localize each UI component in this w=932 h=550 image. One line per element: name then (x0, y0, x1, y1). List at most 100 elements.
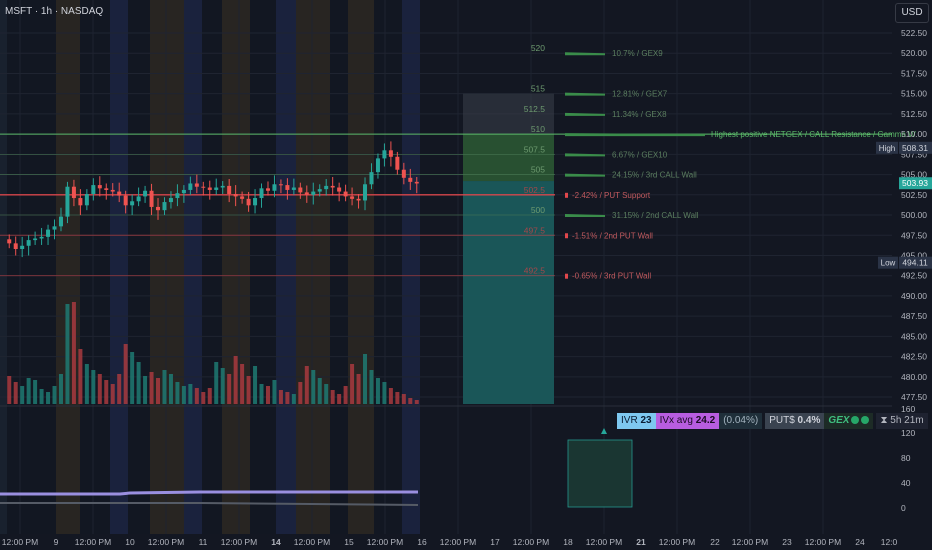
indicator-tick-label: 40 (901, 478, 911, 488)
level-price-label: 515 (531, 84, 545, 94)
time-tick-label: 22 (710, 537, 720, 547)
time-tick-label: 12:00 PM (732, 537, 768, 547)
volume-bar (414, 400, 419, 404)
session-band (348, 0, 374, 534)
candle-body (278, 184, 283, 186)
price-tick-label: 512.50 (901, 109, 927, 119)
volume-bar (130, 352, 135, 404)
volume-bar (33, 380, 38, 404)
level-label: 10.7% / GEX9 (612, 49, 663, 58)
candle-body (143, 190, 148, 197)
price-tick-label: 515.00 (901, 89, 927, 99)
price-tick-label: 487.50 (901, 311, 927, 321)
volume-bar (71, 302, 76, 404)
candle-body (13, 243, 18, 250)
candle-body (408, 177, 413, 182)
price-tick-label: 490.00 (901, 291, 927, 301)
candle-body (291, 187, 296, 190)
level-label: 12.81% / GEX7 (612, 90, 668, 99)
volume-bar (168, 374, 173, 404)
price-tick-label: 477.50 (901, 392, 927, 402)
ivr-chip[interactable]: IVR 23 (617, 413, 656, 429)
volume-bar (227, 374, 232, 404)
level-label: -2.42% / PUT Support (572, 191, 651, 200)
volume-bar (401, 394, 406, 404)
change-chip: (0.04%) (719, 413, 763, 429)
price-tick-label: 520.00 (901, 48, 927, 58)
stop-zone (463, 181, 554, 404)
time-tick-label: 12:00 PM (805, 537, 841, 547)
volume-bar (382, 382, 387, 404)
gex-bar (565, 173, 605, 177)
candle-body (149, 190, 154, 207)
candle-body (233, 193, 238, 197)
volume-bar (188, 384, 193, 404)
put-marker (565, 192, 568, 198)
put-value: 0.4% (797, 415, 821, 426)
level-label: 31.15% / 2nd CALL Wall (612, 211, 699, 220)
candle-body (78, 198, 83, 206)
candle-body (26, 240, 31, 246)
low-value: 494.11 (902, 258, 928, 268)
symbol-info[interactable]: MSFT · 1h · NASDAQ (5, 6, 104, 17)
level-price-label: 505 (531, 165, 545, 175)
candle-body (71, 186, 76, 199)
put-chip[interactable]: PUT$ 0.4% (765, 413, 825, 429)
level-label: -1.51% / 2nd PUT Wall (572, 231, 653, 240)
time-tick-label: 12:00 PM (586, 537, 622, 547)
indicator-tick-label: 80 (901, 453, 911, 463)
time-tick-label: 23 (782, 537, 792, 547)
candle-body (317, 189, 322, 192)
volume-bar (240, 364, 245, 404)
candle-body (188, 183, 193, 190)
axes: 522.50520.00517.50515.00512.50510.00507.… (2, 28, 932, 547)
time-tick-label: 16 (417, 537, 427, 547)
volume-bar (317, 378, 322, 404)
candle-body (382, 150, 387, 159)
volume-bar (259, 384, 264, 404)
volume-bar (285, 392, 290, 404)
candle-body (168, 198, 173, 203)
ivx-chip[interactable]: IVx avg 24.2 (655, 413, 720, 429)
candle-body (156, 206, 161, 211)
volume-bar (350, 364, 355, 404)
level-price-label: 507.5 (524, 144, 546, 154)
session-band (202, 0, 222, 534)
candle-body (136, 196, 141, 202)
volume-bar (375, 378, 380, 404)
price-tick-label: 522.50 (901, 28, 927, 38)
volume-bar (265, 386, 270, 404)
put-marker (565, 273, 568, 279)
volume-bar (272, 380, 277, 404)
gex-level-lines: 520 10.7% / GEX9 515 12.81% / GEX7 512.5 11.3… (0, 43, 916, 281)
session-band (80, 0, 110, 534)
volume-bar (65, 304, 70, 404)
candle-body (175, 193, 180, 199)
indicator-pane (0, 405, 892, 508)
volume-bar (162, 370, 167, 404)
candle-body (33, 238, 38, 241)
time-tick-label: 12:00 PM (440, 537, 476, 547)
session-bands (0, 0, 420, 534)
time-tick-label: 12:00 PM (659, 537, 695, 547)
ivr-line (0, 502, 419, 506)
time-tick-label: 12:00 PM (2, 537, 38, 547)
candle-body (97, 185, 102, 189)
currency-button[interactable]: USD (895, 3, 929, 23)
indicator-box (567, 439, 633, 508)
candle-body (395, 156, 400, 170)
candle-body (414, 181, 419, 184)
price-tick-label: 492.50 (901, 271, 927, 281)
candle-body (207, 187, 212, 190)
volume-bar (388, 388, 393, 404)
candle-body (369, 172, 374, 185)
volume-bar (233, 356, 238, 404)
level-price-label: 512.5 (524, 104, 546, 114)
session-band (276, 0, 296, 534)
gex-bar (565, 153, 605, 157)
gex-chip[interactable]: GEX (824, 413, 874, 429)
current-price-value: 503.93 (902, 178, 928, 188)
candle-body (253, 198, 258, 206)
session-band (296, 0, 330, 534)
